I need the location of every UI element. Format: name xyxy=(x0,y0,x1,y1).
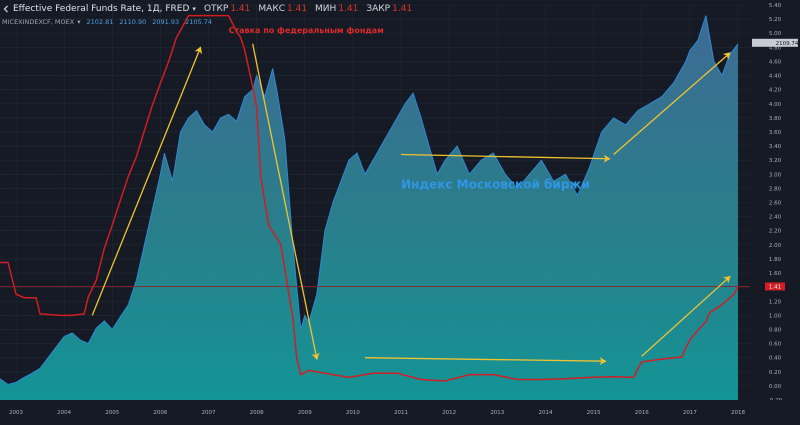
index-value-close: 2105.74 xyxy=(185,18,213,26)
y-tick-label: 3.20 xyxy=(769,158,782,164)
y-tick-label: 4.80 xyxy=(769,45,782,51)
trend-arrow xyxy=(401,153,611,163)
rate-line xyxy=(0,14,739,382)
y-tick-label: 5.00 xyxy=(769,31,782,37)
index-value-low: 2091.93 xyxy=(152,18,180,26)
x-tick-label: 2004 xyxy=(57,410,71,416)
x-tick-label: 2005 xyxy=(105,410,119,416)
index-symbol[interactable]: MICEXINDEXCF, MOEX xyxy=(2,18,75,26)
y-axis-panel xyxy=(750,0,800,421)
series-title[interactable]: Effective Federal Funds Rate, 1Д, FRED xyxy=(13,4,190,14)
series-menu-chevron-down-icon[interactable]: ▾ xyxy=(192,5,196,13)
x-tick-label: 2007 xyxy=(202,410,216,416)
y-tick-label: 3.60 xyxy=(769,130,782,136)
x-tick-label: 2006 xyxy=(153,410,167,416)
x-tick-label: 2012 xyxy=(442,410,456,416)
trend-arrow xyxy=(613,52,731,156)
index-menu-chevron-down-icon[interactable]: ▾ xyxy=(77,18,81,26)
low-label: МИН xyxy=(315,4,337,14)
x-tick-label: 2003 xyxy=(9,410,23,416)
chart-legend-header: Effective Federal Funds Rate, 1Д, FRED ▾… xyxy=(2,2,412,16)
y-tick-label: 1.60 xyxy=(769,271,782,277)
index-price-tag xyxy=(752,38,798,47)
trend-arrow xyxy=(364,357,607,366)
y-tick-label: 2.40 xyxy=(769,215,782,221)
y-tick-label: 4.20 xyxy=(769,88,782,94)
x-tick-label: 2008 xyxy=(250,410,264,416)
x-tick-label: 2009 xyxy=(298,410,312,416)
y-tick-label: 3.40 xyxy=(769,144,782,150)
y-tick-label: 0.20 xyxy=(769,370,782,376)
y-tick-label: 2.80 xyxy=(769,186,782,192)
x-tick-label: 2010 xyxy=(346,410,360,416)
rate-annotation: Ставка по федеральным фондам xyxy=(229,26,384,35)
trend-arrow xyxy=(641,275,731,357)
y-tick-label: 4.40 xyxy=(769,74,782,80)
trend-arrow xyxy=(252,43,320,361)
x-tick-label: 2015 xyxy=(587,410,601,416)
index-value-high: 2110.90 xyxy=(119,18,147,26)
y-tick-label: 0.40 xyxy=(769,356,782,362)
y-tick-label: 1.80 xyxy=(769,257,782,263)
x-tick-label: 2011 xyxy=(394,410,408,416)
y-tick-label: 3.80 xyxy=(769,116,782,122)
high-value: 1.41 xyxy=(287,4,308,14)
x-tick-label: 2014 xyxy=(538,410,552,416)
y-tick-label: 4.00 xyxy=(769,102,782,108)
x-tick-label: 2013 xyxy=(490,410,504,416)
index-area xyxy=(0,15,738,400)
collapse-chevron-icon[interactable] xyxy=(2,5,10,13)
y-tick-label: 0.60 xyxy=(769,342,782,348)
close-label: ЗАКР xyxy=(366,4,391,14)
y-tick-label: 3.00 xyxy=(769,172,782,178)
y-tick-label: 0.80 xyxy=(769,327,782,333)
rate-price-tag-label: 1.41 xyxy=(769,284,781,290)
x-axis-panel xyxy=(0,400,800,421)
y-tick-label: 2.20 xyxy=(769,229,782,235)
high-label: МАКС xyxy=(258,4,285,14)
index-legend-header: MICEXINDEXCF, MOEX ▾ 2102.81 2110.90 209… xyxy=(2,16,212,28)
rate-price-tag xyxy=(765,282,785,291)
index-annotation: Индекс Московской биржи xyxy=(401,177,590,191)
open-label: ОТКР xyxy=(203,4,229,14)
y-tick-label: 5.20 xyxy=(769,17,782,23)
x-tick-label: 2016 xyxy=(635,410,649,416)
y-tick-label: 1.20 xyxy=(769,299,782,305)
index-value-open: 2102.81 xyxy=(86,18,114,26)
y-tick-label: 2.60 xyxy=(769,201,782,207)
index-price-tag-label: 2109.74 xyxy=(776,41,799,47)
y-tick-label: 0.00 xyxy=(769,384,782,390)
x-tick-label: 2017 xyxy=(683,410,697,416)
low-value: 1.41 xyxy=(338,4,359,14)
y-tick-label: 5.40 xyxy=(769,3,782,9)
y-tick-label: 2.00 xyxy=(769,243,782,249)
x-tick-label: 2018 xyxy=(731,410,745,416)
y-tick-label: 1.00 xyxy=(769,313,782,319)
index-line xyxy=(0,15,739,386)
close-value: 1.41 xyxy=(392,4,413,14)
open-value: 1.41 xyxy=(230,4,251,14)
y-tick-label: 4.60 xyxy=(769,59,782,65)
trend-arrow xyxy=(91,46,202,316)
